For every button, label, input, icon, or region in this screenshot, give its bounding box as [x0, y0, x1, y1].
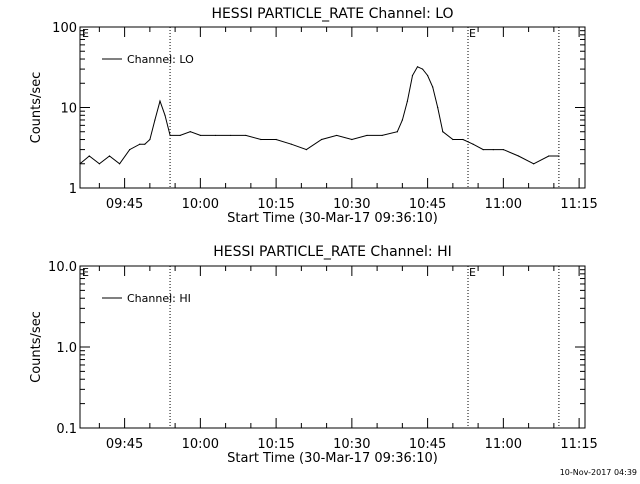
data-point: [88, 155, 90, 157]
time-marker-label: E: [469, 266, 476, 279]
data-point: [144, 143, 146, 145]
data-point: [179, 134, 181, 137]
data-point: [432, 86, 434, 88]
data-point: [406, 100, 409, 102]
x-tick-label: 10:00: [182, 437, 219, 452]
lo-channel-panel: HESSI PARTICLE_RATE Channel: LO 1 10 100 09:…: [29, 6, 598, 226]
x-tick-label: 10:45: [409, 197, 446, 212]
data-point: [129, 148, 131, 151]
legend-entry: Channel: HI: [127, 292, 191, 305]
y-tick-label: 0.1: [56, 422, 77, 437]
data-point: [437, 106, 439, 109]
x-tick-label: 10:45: [409, 437, 446, 452]
data-point: [472, 143, 474, 145]
data-point: [401, 119, 403, 121]
x-tick-label: 11:00: [485, 437, 522, 452]
data-point: [533, 163, 535, 165]
x-tick-label: 11:15: [560, 437, 597, 452]
data-point: [98, 163, 100, 165]
series-line-0: [79, 66, 559, 165]
data-point: [558, 155, 560, 157]
data-point: [290, 143, 292, 145]
data-point: [199, 134, 201, 137]
x-tick-label: 11:15: [560, 197, 597, 212]
data-point: [230, 134, 232, 137]
data-point: [396, 131, 398, 133]
data-point: [79, 163, 81, 165]
x-tick-label: 09:45: [106, 197, 143, 212]
y-tick-label: 1.0: [56, 341, 77, 356]
chart-title: HESSI PARTICLE_RATE Channel: LO: [211, 6, 453, 22]
data-point: [366, 134, 368, 137]
data-point: [139, 143, 141, 145]
data-point: [245, 134, 247, 137]
corner-marker-label: E: [82, 266, 89, 279]
data-point: [305, 148, 308, 151]
x-tick-label: 11:00: [485, 197, 522, 212]
data-point: [492, 148, 494, 151]
data-point: [189, 131, 191, 133]
data-point: [381, 134, 383, 137]
y-axis-label: Counts/sec: [29, 72, 44, 144]
data-point: [320, 138, 323, 141]
data-point: [482, 148, 484, 151]
data-point: [214, 134, 217, 137]
plot-frame: [79, 265, 586, 429]
y-tick-label: 10: [60, 102, 77, 117]
data-point: [517, 155, 520, 157]
y-tick-label: 10.0: [48, 260, 77, 275]
x-axis-label: Start Time (30-Mar-17 09:36:10): [227, 211, 438, 226]
y-tick-label: 1: [69, 182, 77, 197]
x-tick-label: 09:45: [106, 437, 143, 452]
plot-frame: [79, 26, 586, 189]
data-point: [149, 138, 151, 141]
time-marker-label: E: [469, 27, 476, 40]
x-tick-label: 10:00: [182, 197, 219, 212]
data-point: [164, 114, 166, 116]
hi-channel-panel: HESSI PARTICLE_RATE Channel: HI 0.1 1.0 10.…: [29, 244, 598, 466]
data-point: [336, 134, 338, 137]
data-point: [169, 134, 171, 137]
footer-timestamp: 10-Nov-2017 04:39: [560, 468, 637, 477]
x-tick-label: 10:15: [257, 437, 294, 452]
data-point: [118, 163, 121, 165]
data-point: [421, 68, 424, 70]
data-point: [452, 138, 454, 141]
data-point: [275, 138, 277, 141]
y-axis-label: Counts/sec: [29, 311, 44, 383]
x-tick-label: 10:30: [333, 437, 370, 452]
data-point: [462, 138, 464, 141]
data-point: [159, 100, 161, 102]
data-point: [548, 155, 550, 157]
x-tick-label: 10:30: [333, 197, 370, 212]
data-point: [108, 155, 111, 157]
y-tick-label: 100: [52, 21, 77, 36]
chart-title: HESSI PARTICLE_RATE Channel: HI: [213, 244, 451, 260]
data-point: [351, 138, 353, 141]
x-tick-label: 10:15: [257, 197, 294, 212]
legend-entry: Channel: LO: [127, 53, 194, 66]
x-axis-label: Start Time (30-Mar-17 09:36:10): [227, 451, 438, 466]
data-point: [260, 138, 262, 141]
data-point: [154, 119, 156, 121]
data-point: [502, 148, 504, 151]
data-point: [442, 131, 444, 133]
data-point: [427, 74, 429, 77]
data-point: [411, 74, 414, 77]
data-point: [416, 66, 419, 68]
corner-marker-label: E: [82, 27, 89, 40]
